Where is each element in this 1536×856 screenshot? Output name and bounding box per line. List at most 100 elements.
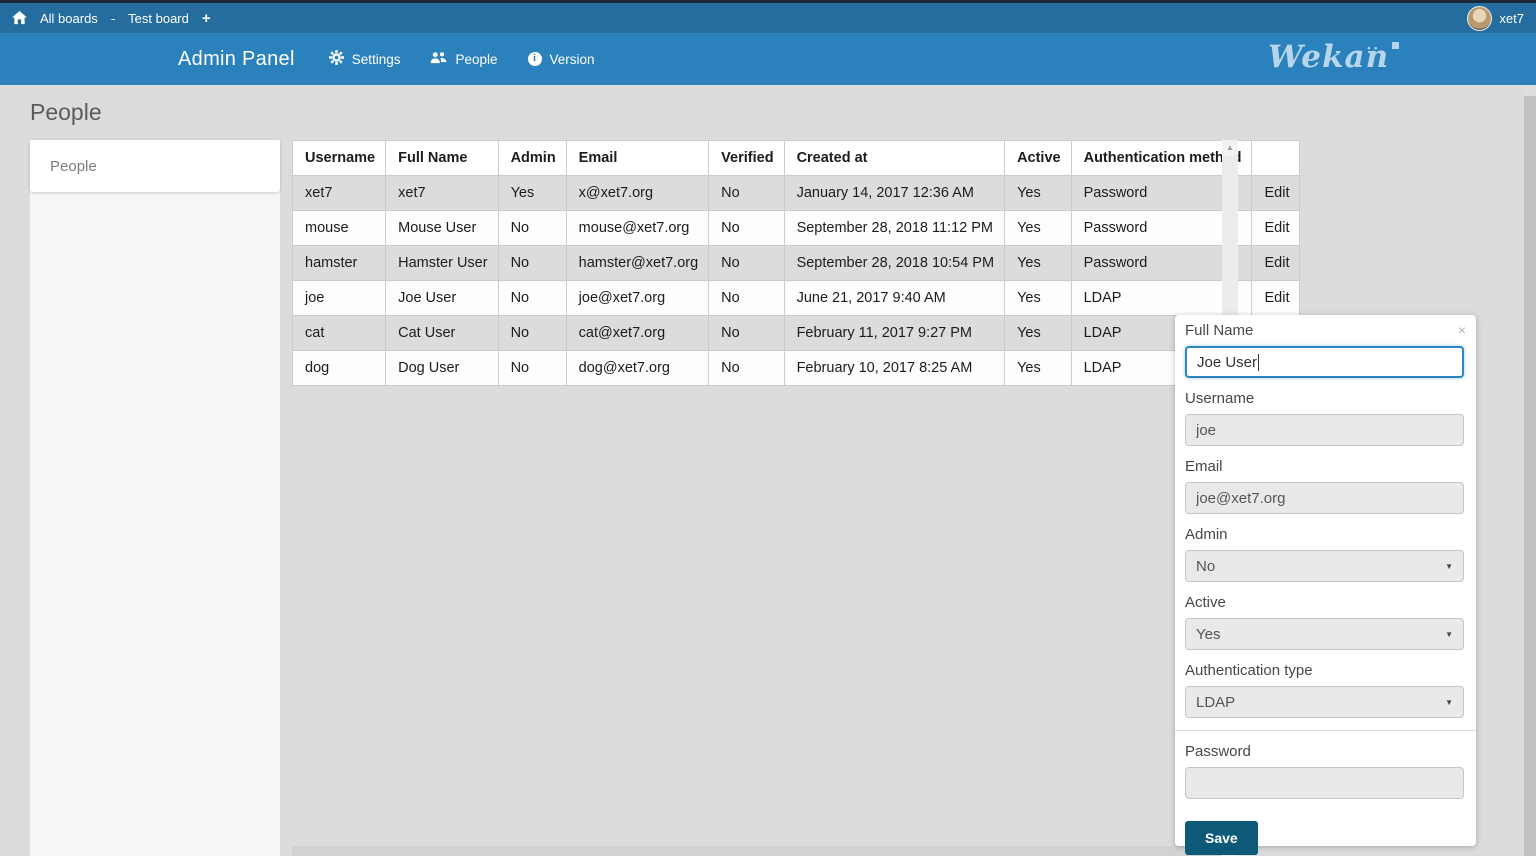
tab-people-label: People xyxy=(455,51,498,67)
table-cell: xet7 xyxy=(291,175,387,211)
table-cell: Yes xyxy=(1004,175,1072,211)
admin-header-bar: Admin Panel Settings xyxy=(0,33,1536,85)
table-row: joe Joe User No joe@xet7.org No June 21, 2017… xyxy=(291,280,1301,316)
table-cell-edit: Edit xyxy=(1251,175,1301,211)
table-cell: Hamster User xyxy=(385,245,499,281)
active-label: Active xyxy=(1185,594,1226,611)
column-header: Email xyxy=(565,140,710,176)
table-cell: mouse@xet7.org xyxy=(565,210,710,246)
close-icon[interactable]: × xyxy=(1457,322,1466,338)
table-cell: No xyxy=(708,350,785,386)
info-icon: i xyxy=(527,52,542,66)
breadcrumb-all-boards[interactable]: All boards xyxy=(40,10,98,26)
breadcrumb-board-name[interactable]: Test board xyxy=(128,10,189,26)
table-cell: joe xyxy=(291,280,387,316)
table-cell-edit: Edit xyxy=(1251,210,1301,246)
auth-type-label: Authentication type xyxy=(1185,662,1313,679)
table-row: xet7 xet7 Yes x@xet7.org No January 14, 2017 … xyxy=(291,175,1301,211)
page-scrollbar[interactable] xyxy=(1524,85,1536,856)
edit-user-link[interactable]: Edit xyxy=(1264,290,1290,306)
table-cell: dog@xet7.org xyxy=(565,350,710,386)
table-body: xet7 xet7 Yes x@xet7.org No January 14, 2017 … xyxy=(291,175,1301,386)
table-cell: No xyxy=(497,245,567,281)
password-label: Password xyxy=(1185,743,1251,760)
breadcrumb-separator: - xyxy=(110,10,116,26)
scroll-up-icon[interactable]: ▲ xyxy=(1222,140,1238,156)
edit-user-link[interactable]: Edit xyxy=(1264,185,1290,201)
table-cell: Yes xyxy=(1004,315,1072,351)
table-cell: September 28, 2018 11:12 PM xyxy=(783,210,1006,246)
table-cell: Mouse User xyxy=(385,210,499,246)
tab-settings[interactable]: Settings xyxy=(328,50,401,68)
column-header xyxy=(1251,140,1301,176)
tab-version[interactable]: i Version xyxy=(527,51,595,67)
chevron-down-icon: ▼ xyxy=(1445,697,1453,707)
people-table: Username Full Name Admin Email Verified Creat… xyxy=(291,140,1301,386)
table-cell: February 10, 2017 8:25 AM xyxy=(783,350,1006,386)
user-avatar[interactable] xyxy=(1467,5,1493,31)
table-cell: No xyxy=(708,175,785,211)
edit-user-link[interactable]: Edit xyxy=(1264,220,1290,236)
table-cell: No xyxy=(497,210,567,246)
edit-user-link[interactable]: Edit xyxy=(1264,255,1290,271)
tab-settings-label: Settings xyxy=(351,51,401,67)
window-top-edge xyxy=(0,0,1536,3)
table-row: dog Dog User No dog@xet7.org No February 10, … xyxy=(291,350,1301,386)
table-cell: No xyxy=(497,350,567,386)
tab-version-label: Version xyxy=(549,51,595,67)
admin-nav: Settings People i Version xyxy=(328,50,595,68)
breadcrumb: All boards - Test board + xyxy=(12,10,211,27)
topbar-username[interactable]: xet7 xyxy=(1499,10,1524,26)
page-title: People xyxy=(30,99,102,125)
admin-select[interactable]: No ▼ xyxy=(1185,550,1464,582)
full-name-input[interactable]: Joe User xyxy=(1185,346,1464,378)
email-label: Email xyxy=(1185,458,1223,475)
table-cell: Dog User xyxy=(385,350,499,386)
table-cell: No xyxy=(708,245,785,281)
add-board-icon[interactable]: + xyxy=(201,9,211,27)
table-header-row: Username Full Name Admin Email Verified Creat… xyxy=(291,140,1301,176)
table-cell: Cat User xyxy=(385,315,499,351)
sidebar-item-people[interactable]: People xyxy=(30,140,280,192)
page-scrollbar-cap xyxy=(1524,85,1536,96)
column-header: Active xyxy=(1004,140,1072,176)
chevron-down-icon: ▼ xyxy=(1445,561,1453,571)
table-row: cat Cat User No cat@xet7.org No February 11, … xyxy=(291,315,1301,351)
chevron-down-icon: ▼ xyxy=(1445,629,1453,639)
text-caret xyxy=(1258,353,1260,371)
table-cell: January 14, 2017 12:36 AM xyxy=(783,175,1006,211)
email-input[interactable] xyxy=(1185,482,1464,514)
table-cell: x@xet7.org xyxy=(565,175,710,211)
home-icon[interactable] xyxy=(12,11,27,25)
table-horizontal-scrollbar[interactable] xyxy=(292,846,1222,856)
table-cell: No xyxy=(708,210,785,246)
logo-square xyxy=(1392,42,1400,49)
username-input[interactable] xyxy=(1185,414,1464,446)
table-cell: No xyxy=(708,315,785,351)
admin-panel-title: Admin Panel xyxy=(178,47,295,70)
table-cell: cat@xet7.org xyxy=(565,315,710,351)
table-cell: Yes xyxy=(1004,210,1072,246)
edit-user-panel: × Full Name Joe User Username Email Admi… xyxy=(1175,315,1476,855)
table-cell: September 28, 2018 10:54 PM xyxy=(783,245,1006,281)
table-cell: June 21, 2017 9:40 AM xyxy=(783,280,1006,316)
logo-dots: ·· xyxy=(1366,41,1381,57)
save-button[interactable]: Save xyxy=(1185,821,1258,855)
admin-people-page: People People Username Full Name Admin Emai… xyxy=(0,85,1536,856)
auth-type-select[interactable]: LDAP ▼ xyxy=(1185,686,1464,718)
table-cell-edit: Edit xyxy=(1251,245,1301,281)
sidebar-item-label: People xyxy=(50,157,97,175)
table-cell: Yes xyxy=(1004,350,1072,386)
gear-icon xyxy=(328,50,344,68)
active-select[interactable]: Yes ▼ xyxy=(1185,618,1464,650)
admin-label: Admin xyxy=(1185,526,1228,543)
column-header: Verified xyxy=(708,140,785,176)
tab-people[interactable]: People xyxy=(430,51,498,67)
table-cell: joe@xet7.org xyxy=(565,280,710,316)
username-label: Username xyxy=(1185,390,1255,407)
table-row: mouse Mouse User No mouse@xet7.org No Septemb… xyxy=(291,210,1301,246)
table-cell: Yes xyxy=(1004,245,1072,281)
table-cell: Password xyxy=(1070,210,1253,246)
table-cell: dog xyxy=(291,350,387,386)
password-input[interactable] xyxy=(1185,767,1464,799)
